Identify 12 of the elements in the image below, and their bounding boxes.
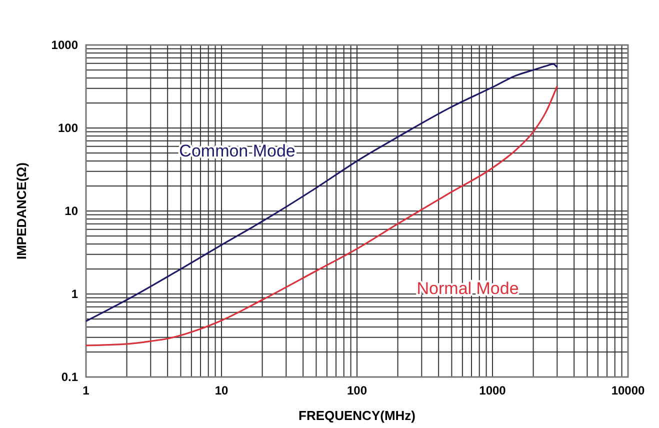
x-tick-label: 10 — [214, 384, 228, 398]
y-tick-label: 0.1 — [61, 370, 78, 384]
x-tick-label: 1000 — [479, 384, 506, 398]
y-axis-title: IMPEDANCE(Ω) — [14, 162, 29, 260]
y-tick-label: 1000 — [51, 38, 78, 52]
x-tick-label: 100 — [346, 384, 368, 398]
x-axis-title: FREQUENCY(MHz) — [298, 408, 416, 423]
y-tick-label: 1 — [71, 286, 78, 301]
x-tick-label: 10000 — [611, 384, 646, 398]
x-tick-label: 1 — [82, 384, 90, 398]
y-tick-label: 10 — [64, 204, 78, 218]
y-tick-label: 100 — [58, 120, 78, 135]
